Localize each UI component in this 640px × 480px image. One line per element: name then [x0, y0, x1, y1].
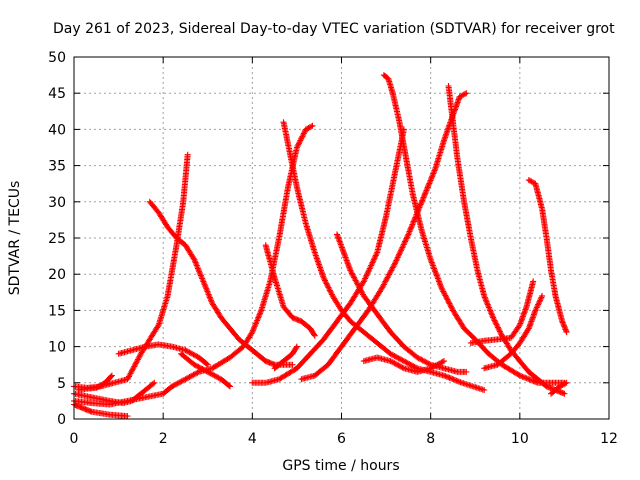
- y-tick-label: 10: [48, 340, 66, 356]
- tick-labels: 0 2 4 6 8 10 12 0 5 10 15 20 25 30 35 40 45 50: [48, 50, 618, 447]
- x-tick-label: 0: [70, 431, 79, 447]
- series-track-6: [249, 126, 407, 386]
- y-axis-label: SDTVAR / TECUs: [7, 181, 23, 296]
- marker-trail: [262, 242, 318, 339]
- series-track-11: [481, 292, 546, 372]
- chart-title: Day 261 of 2023, Sidereal Day-to-day VTE…: [53, 21, 615, 37]
- series-track-7: [334, 231, 470, 375]
- marker-trail: [71, 151, 191, 391]
- marker-trail: [467, 278, 537, 346]
- series-track-1: [71, 151, 191, 391]
- marker-trail: [178, 350, 233, 390]
- series-track-10: [525, 177, 570, 336]
- marker-trail: [525, 177, 570, 336]
- series-track-2: [146, 198, 296, 368]
- y-tick-label: 5: [57, 376, 66, 392]
- marker-trail: [360, 354, 447, 375]
- series-track-4: [280, 119, 488, 393]
- series-track-14: [178, 350, 233, 390]
- marker-trail: [249, 126, 407, 386]
- marker-trail: [380, 72, 568, 386]
- y-tick-label: 15: [48, 303, 66, 319]
- x-tick-label: 4: [248, 431, 257, 447]
- x-tick-label: 2: [159, 431, 168, 447]
- x-tick-label: 12: [600, 431, 618, 447]
- series-track-21: [548, 379, 570, 397]
- y-tick-label: 20: [48, 267, 66, 283]
- marker-trail: [75, 372, 115, 393]
- plot-frame: [73, 56, 610, 420]
- series-track-9: [445, 83, 568, 397]
- series-track-20: [360, 354, 447, 375]
- series-track-5: [380, 72, 568, 386]
- y-tick-label: 30: [48, 195, 66, 211]
- marker-trail: [298, 90, 470, 383]
- marker-trail: [146, 198, 296, 368]
- x-tick-label: 6: [337, 431, 346, 447]
- y-tick-label: 45: [48, 86, 66, 102]
- series-track-17: [75, 372, 115, 393]
- series-track-8: [298, 90, 470, 383]
- series-track-12: [467, 278, 537, 346]
- x-tick-label: 8: [426, 431, 435, 447]
- y-tick-label: 0: [57, 412, 66, 428]
- series-track-18: [262, 242, 318, 339]
- data-marks: [71, 72, 570, 420]
- y-tick-label: 50: [48, 50, 66, 66]
- marker-trail: [445, 83, 568, 397]
- x-tick-label: 10: [511, 431, 529, 447]
- marker-trail: [280, 119, 488, 393]
- y-tick-label: 25: [48, 231, 66, 247]
- series-track-19: [271, 343, 300, 372]
- marker-trail: [481, 292, 546, 372]
- marker-trail: [548, 379, 570, 397]
- y-tick-label: 40: [48, 122, 66, 138]
- x-axis-label: GPS time / hours: [282, 458, 399, 474]
- y-tick-label: 35: [48, 159, 66, 175]
- marker-trail: [115, 341, 211, 368]
- marker-trail: [271, 343, 300, 372]
- marker-trail: [334, 231, 470, 375]
- grid-lines: [74, 57, 609, 419]
- series-track-13: [115, 341, 211, 368]
